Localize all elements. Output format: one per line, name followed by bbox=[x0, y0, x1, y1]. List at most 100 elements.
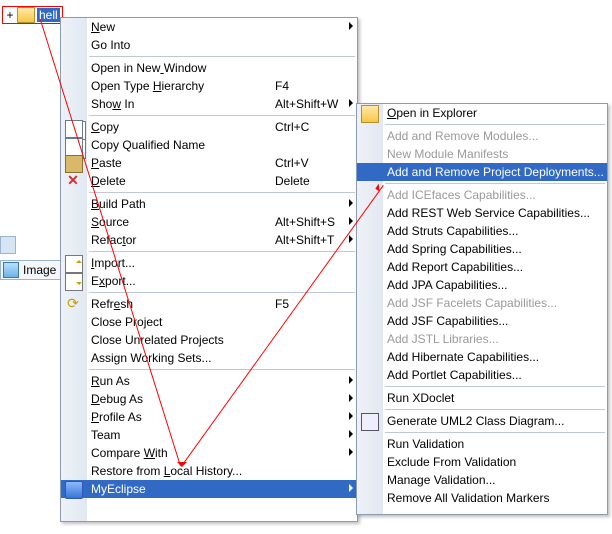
image-preview-tab[interactable]: Image bbox=[0, 260, 63, 280]
menu-item[interactable]: Add Struts Capabilities... bbox=[357, 222, 607, 240]
submenu-arrow-icon bbox=[349, 235, 353, 243]
context-menu: NewGo IntoOpen in New WindowOpen Type Hi… bbox=[60, 17, 358, 522]
menu-item-label: Profile As bbox=[91, 410, 142, 424]
menu-item[interactable]: Open in New Window bbox=[61, 59, 357, 77]
refresh-icon: ⟳ bbox=[65, 296, 81, 312]
menu-item-label: Refactor bbox=[91, 233, 136, 247]
menu-item-shortcut: Delete bbox=[275, 172, 310, 190]
explorer-icon bbox=[361, 105, 379, 123]
menu-item-shortcut: Ctrl+V bbox=[275, 154, 309, 172]
menu-item[interactable]: Run As bbox=[61, 372, 357, 390]
menu-item[interactable]: Add Portlet Capabilities... bbox=[357, 366, 607, 384]
menu-separator bbox=[385, 432, 605, 433]
left-gutter bbox=[0, 236, 16, 254]
submenu-arrow-icon bbox=[349, 448, 353, 456]
submenu-arrow-icon bbox=[349, 376, 353, 384]
menu-separator bbox=[89, 251, 355, 252]
menu-item[interactable]: Open Type Hierarchy F4 bbox=[61, 77, 357, 95]
menu-item-label: Run As bbox=[91, 374, 130, 388]
menu-item[interactable]: Go Into bbox=[61, 36, 357, 54]
menu-item-label: Add JSF Capabilities... bbox=[387, 314, 508, 328]
annotation-arrowhead bbox=[177, 462, 187, 472]
menu-item-label: Add and Remove Project Deployments... bbox=[387, 165, 604, 179]
menu-item-shortcut: F4 bbox=[275, 77, 289, 95]
folder-icon bbox=[17, 7, 35, 23]
menu-item-label: Add Report Capabilities... bbox=[387, 260, 523, 274]
menu-item[interactable]: Run Validation bbox=[357, 435, 607, 453]
menu-item-label: Team bbox=[91, 428, 120, 442]
menu-item-label: Copy bbox=[91, 120, 119, 134]
menu-item[interactable]: Add Hibernate Capabilities... bbox=[357, 348, 607, 366]
menu-item[interactable]: Manage Validation... bbox=[357, 471, 607, 489]
menu-item-label: Exclude From Validation bbox=[387, 455, 516, 469]
menu-item-label: Restore from Local History... bbox=[91, 464, 242, 478]
menu-item[interactable]: Add Spring Capabilities... bbox=[357, 240, 607, 258]
submenu-arrow-icon bbox=[349, 484, 353, 492]
menu-item[interactable]: Copy Qualified Name bbox=[61, 136, 357, 154]
menu-item-label: Run XDoclet bbox=[387, 391, 454, 405]
menu-item[interactable]: Profile As bbox=[61, 408, 357, 426]
menu-separator bbox=[89, 56, 355, 57]
menu-item[interactable]: Add and Remove Project Deployments... bbox=[357, 163, 607, 181]
menu-item-label: Copy Qualified Name bbox=[91, 138, 205, 152]
menu-item: New Module Manifests bbox=[357, 145, 607, 163]
menu-item[interactable]: Exclude From Validation bbox=[357, 453, 607, 471]
menu-item[interactable]: Show InAlt+Shift+W bbox=[61, 95, 357, 113]
menu-item-label: Assign Working Sets... bbox=[91, 351, 212, 365]
menu-item[interactable]: Import... bbox=[61, 254, 357, 272]
menu-item[interactable]: New bbox=[61, 18, 357, 36]
menu-item-shortcut: Ctrl+C bbox=[275, 118, 309, 136]
import-icon bbox=[65, 255, 83, 273]
export-icon bbox=[65, 273, 83, 291]
me-icon bbox=[65, 481, 83, 499]
menu-item[interactable]: ⟳RefreshF5 bbox=[61, 295, 357, 313]
menu-item-label: Add JPA Capabilities... bbox=[387, 278, 508, 292]
menu-item[interactable]: Build Path bbox=[61, 195, 357, 213]
menu-item[interactable]: Add JPA Capabilities... bbox=[357, 276, 607, 294]
menu-item-shortcut: Alt+Shift+T bbox=[275, 231, 334, 249]
menu-item[interactable]: Compare With bbox=[61, 444, 357, 462]
menu-item-label: MyEclipse bbox=[91, 482, 146, 496]
menu-item[interactable]: Assign Working Sets... bbox=[61, 349, 357, 367]
menu-item[interactable]: Debug As bbox=[61, 390, 357, 408]
menu-item[interactable]: Add REST Web Service Capabilities... bbox=[357, 204, 607, 222]
menu-item-label: Add REST Web Service Capabilities... bbox=[387, 206, 590, 220]
submenu-arrow-icon bbox=[349, 394, 353, 402]
delete-icon: ✕ bbox=[65, 173, 81, 189]
project-tree-node[interactable]: + hell bbox=[2, 6, 63, 24]
menu-item[interactable]: Remove All Validation Markers bbox=[357, 489, 607, 507]
myeclipse-submenu: Open in Explorer Add and Remove Modules..… bbox=[356, 103, 608, 515]
menu-item-label: Open in Explorer bbox=[387, 106, 477, 120]
menu-item-label: Go Into bbox=[91, 38, 130, 52]
tree-expand-icon[interactable]: + bbox=[5, 8, 15, 22]
menu-separator bbox=[385, 409, 605, 410]
menu-item[interactable]: Copy Ctrl+C bbox=[61, 118, 357, 136]
menu-item-label: Close Unrelated Projects bbox=[91, 333, 224, 347]
menu-item[interactable]: Close Unrelated Projects bbox=[61, 331, 357, 349]
menu-item[interactable]: Add JSF Capabilities... bbox=[357, 312, 607, 330]
menu-item[interactable]: PasteCtrl+V bbox=[61, 154, 357, 172]
menu-item-label: New Module Manifests bbox=[387, 147, 508, 161]
submenu-arrow-icon bbox=[349, 22, 353, 30]
menu-item[interactable]: Restore from Local History... bbox=[61, 462, 357, 480]
menu-item[interactable]: Close Project bbox=[61, 313, 357, 331]
submenu-arrow-icon bbox=[349, 412, 353, 420]
image-icon bbox=[3, 262, 19, 278]
menu-item-label: Add Spring Capabilities... bbox=[387, 242, 522, 256]
menu-item-label: Open Type Hierarchy bbox=[91, 79, 204, 93]
menu-item-label: Add and Remove Modules... bbox=[387, 129, 538, 143]
menu-item[interactable]: Open in Explorer bbox=[357, 104, 607, 122]
menu-item[interactable]: Run XDoclet bbox=[357, 389, 607, 407]
menu-item-shortcut: F5 bbox=[275, 295, 289, 313]
menu-item-label: Add Hibernate Capabilities... bbox=[387, 350, 539, 364]
menu-item-label: Add JSTL Libraries... bbox=[387, 332, 499, 346]
menu-item[interactable]: Refactor Alt+Shift+T bbox=[61, 231, 357, 249]
menu-item[interactable]: ✕DeleteDelete bbox=[61, 172, 357, 190]
submenu-arrow-icon bbox=[349, 217, 353, 225]
menu-item[interactable]: Generate UML2 Class Diagram... bbox=[357, 412, 607, 430]
submenu-arrow-icon bbox=[349, 99, 353, 107]
menu-item-label: Run Validation bbox=[387, 437, 464, 451]
menu-item[interactable]: Add Report Capabilities... bbox=[357, 258, 607, 276]
menu-item[interactable]: MyEclipse bbox=[61, 480, 357, 498]
menu-separator bbox=[385, 124, 605, 125]
